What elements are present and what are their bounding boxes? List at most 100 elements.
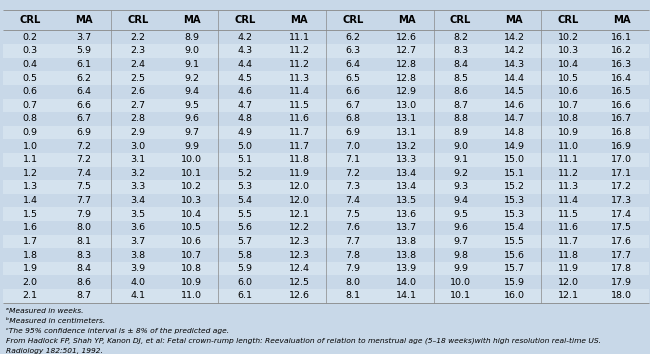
Bar [326,235,380,248]
Bar [595,262,649,275]
Bar [434,194,488,207]
Bar [380,180,434,194]
Bar [326,30,380,44]
Text: 17.4: 17.4 [611,210,632,219]
Bar [541,194,595,207]
Text: 1.1: 1.1 [23,155,38,164]
Bar [272,180,326,194]
Text: 5.9: 5.9 [238,264,253,273]
Bar [111,207,164,221]
Text: 6.2: 6.2 [77,74,92,82]
Bar [541,275,595,289]
Bar [595,139,649,153]
Text: 6.8: 6.8 [345,114,360,124]
Text: 6.3: 6.3 [345,46,361,55]
Bar [57,262,110,275]
Text: 8.2: 8.2 [453,33,468,42]
Text: 10.0: 10.0 [450,278,471,287]
Bar [595,289,649,303]
Bar [595,71,649,85]
Text: 5.1: 5.1 [238,155,253,164]
Bar [488,289,541,303]
Text: 17.7: 17.7 [611,251,632,259]
Bar [434,221,488,235]
Text: CRL: CRL [342,15,363,25]
Text: 1.2: 1.2 [23,169,38,178]
Bar [380,289,434,303]
Text: 14.9: 14.9 [504,142,525,151]
Bar [488,10,541,30]
Text: 17.2: 17.2 [611,182,632,192]
Text: 12.0: 12.0 [289,196,309,205]
Bar [541,112,595,126]
Bar [3,289,57,303]
Text: 10.8: 10.8 [558,114,579,124]
Bar [326,112,380,126]
Text: 10.0: 10.0 [181,155,202,164]
Bar [326,58,380,71]
Text: 13.6: 13.6 [396,210,417,219]
Text: 15.3: 15.3 [504,210,525,219]
Bar [595,98,649,112]
Bar [595,112,649,126]
Bar [57,30,110,44]
Text: MA: MA [613,15,630,25]
Text: 8.4: 8.4 [453,60,468,69]
Text: 2.5: 2.5 [130,74,145,82]
Text: 16.2: 16.2 [611,46,632,55]
Text: 6.2: 6.2 [345,33,360,42]
Text: 16.4: 16.4 [611,74,632,82]
Text: 8.6: 8.6 [453,87,468,96]
Text: CRL: CRL [557,15,578,25]
Bar [488,235,541,248]
Bar [272,85,326,98]
Text: 11.5: 11.5 [289,101,309,110]
Bar [272,98,326,112]
Text: 10.2: 10.2 [181,182,202,192]
Text: 11.0: 11.0 [181,291,202,300]
Text: 9.4: 9.4 [184,87,199,96]
Text: 7.2: 7.2 [77,155,92,164]
Text: 14.6: 14.6 [504,101,525,110]
Text: 4.7: 4.7 [238,101,253,110]
Text: 7.4: 7.4 [345,196,360,205]
Text: 10.1: 10.1 [181,169,202,178]
Text: 13.3: 13.3 [396,155,417,164]
Bar [272,71,326,85]
Text: 6.1: 6.1 [238,291,253,300]
Text: 11.2: 11.2 [558,169,579,178]
Bar [164,30,218,44]
Bar [3,44,57,58]
Bar [111,167,164,180]
Text: 6.9: 6.9 [77,128,92,137]
Text: 9.6: 9.6 [184,114,199,124]
Text: 9.5: 9.5 [453,210,468,219]
Bar [111,10,164,30]
Text: 8.1: 8.1 [77,237,92,246]
Bar [272,248,326,262]
Bar [488,126,541,139]
Bar [595,180,649,194]
Text: 6.0: 6.0 [238,278,253,287]
Bar [326,71,380,85]
Bar [164,98,218,112]
Text: 10.6: 10.6 [181,237,202,246]
Text: 17.8: 17.8 [611,264,632,273]
Bar [3,10,57,30]
Text: 16.6: 16.6 [611,101,632,110]
Bar [541,139,595,153]
Text: 5.9: 5.9 [77,46,92,55]
Bar [3,10,649,303]
Bar [3,235,57,248]
Text: MA: MA [398,15,415,25]
Text: 4.9: 4.9 [238,128,253,137]
Text: 10.6: 10.6 [558,87,579,96]
Text: 12.6: 12.6 [289,291,309,300]
Text: 18.0: 18.0 [611,291,632,300]
Bar [164,153,218,167]
Text: 12.5: 12.5 [289,278,309,287]
Bar [57,248,110,262]
Bar [218,207,272,221]
Bar [57,58,110,71]
Bar [541,153,595,167]
